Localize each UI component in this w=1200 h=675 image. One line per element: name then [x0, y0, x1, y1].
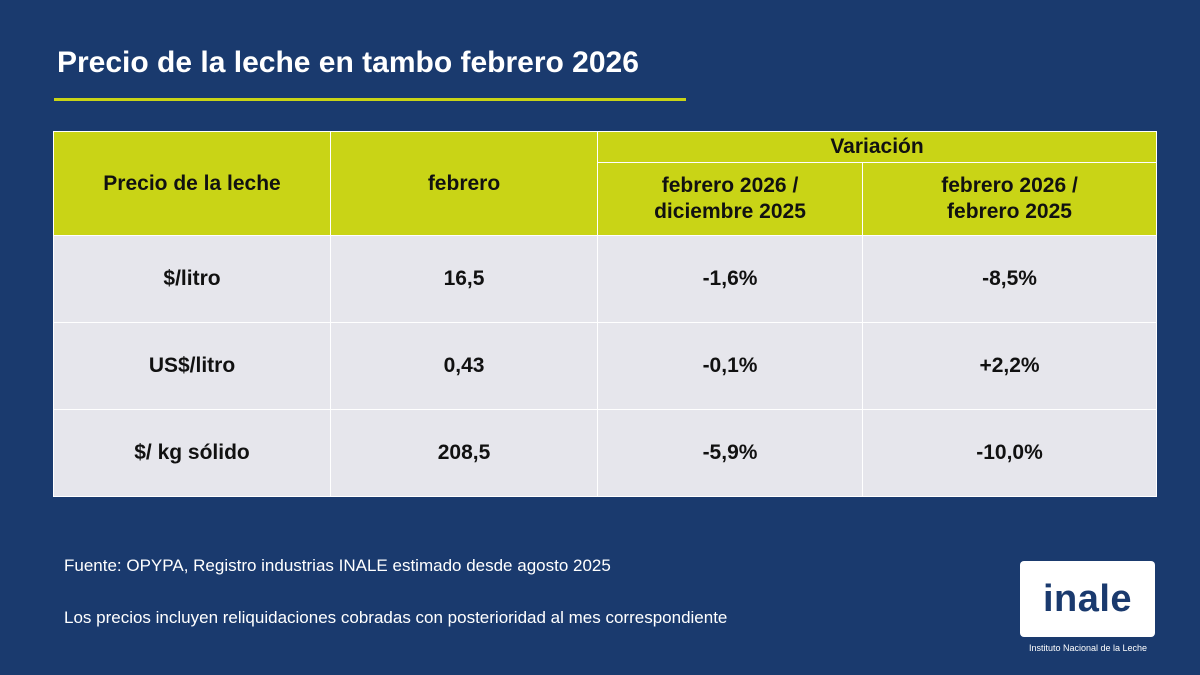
header-variation-vs-previous-month: febrero 2026 / diciembre 2025: [597, 162, 863, 236]
row-variation-2: +2,2%: [861, 322, 1158, 410]
row-label: $/ kg sólido: [53, 409, 331, 497]
table-row: $/ kg sólido 208,5 -5,9% -10,0%: [53, 409, 1158, 497]
table-row: $/litro 16,5 -1,6% -8,5%: [53, 235, 1158, 323]
header-variation-2-line2: febrero 2025: [947, 200, 1072, 223]
inale-logo: inale: [1020, 561, 1155, 637]
row-value: 16,5: [330, 235, 598, 323]
logo-wordmark: inale: [1042, 577, 1133, 620]
header-variation-vs-previous-year: febrero 2026 / febrero 2025: [861, 162, 1158, 236]
row-variation-1: -1,6%: [597, 235, 863, 323]
prices-note: Los precios incluyen reliquidaciones cob…: [64, 608, 728, 627]
header-row-label: Precio de la leche: [53, 131, 331, 236]
slide-title: Precio de la leche en tambo febrero 2026: [57, 46, 639, 79]
title-underline: [54, 98, 686, 101]
row-value: 208,5: [330, 409, 598, 497]
logo-caption: Instituto Nacional de la Leche: [1028, 643, 1148, 653]
row-variation-2: -8,5%: [861, 235, 1158, 323]
source-note: Fuente: OPYPA, Registro industrias INALE…: [64, 556, 611, 575]
row-variation-2: -10,0%: [861, 409, 1158, 497]
row-variation-1: -0,1%: [597, 322, 863, 410]
header-current-month: febrero: [330, 131, 598, 236]
header-variation-1-line2: diciembre 2025: [654, 200, 806, 223]
header-variation-1-line1: febrero 2026 /: [661, 174, 799, 197]
milk-price-table: Precio de la leche febrero Variación feb…: [53, 131, 1158, 497]
row-label: US$/litro: [53, 322, 331, 410]
header-variation-group: Variación: [596, 131, 1158, 163]
table-row: US$/litro 0,43 -0,1% +2,2%: [53, 322, 1158, 410]
row-label: $/litro: [53, 235, 331, 323]
row-value: 0,43: [330, 322, 598, 410]
header-variation-2-line1: febrero 2026 /: [941, 174, 1078, 197]
row-variation-1: -5,9%: [597, 409, 863, 497]
